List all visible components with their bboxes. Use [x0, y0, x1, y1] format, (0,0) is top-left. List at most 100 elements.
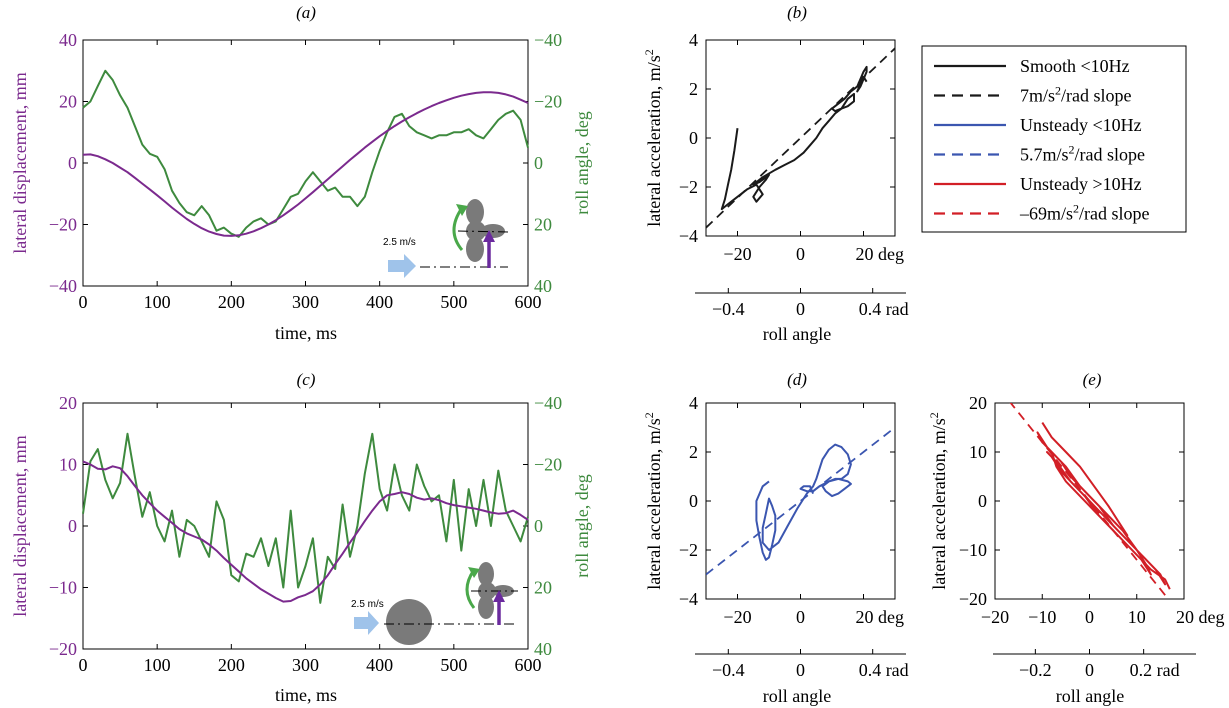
y-tick-label-right: −40: [534, 393, 562, 413]
x-tick-label: 0: [79, 655, 88, 675]
x-tick-label: 100: [144, 655, 171, 675]
panel-e: (e) −20 −10 0 10 20 deg −20 −10 0 10 20 −0.2 0 0.2 r…: [927, 370, 1225, 706]
x-tick-label: 100: [144, 292, 171, 312]
x-tick-label: −20: [981, 607, 1009, 627]
panel-d-lines: [706, 426, 895, 576]
x-tick-label: 200: [218, 655, 245, 675]
x-tick-label: 400: [366, 655, 393, 675]
legend-label: 7m/s2/rad slope: [1020, 84, 1132, 106]
lift-arrowhead-icon: [483, 230, 495, 242]
body-axis-line: [457, 230, 511, 233]
panel-a-xlabel: time, ms: [275, 323, 337, 343]
panel-e-xlabel: roll angle: [1056, 686, 1124, 706]
panel-e-ticks: −20 −10 0 10 20 deg −20 −10 0 10 20 −0.2 0 0.2 rad: [959, 393, 1225, 680]
x-tick-label: 600: [515, 655, 542, 675]
y-tick-label: −2: [679, 177, 698, 197]
flow-arrow-icon: [354, 611, 379, 635]
panel-a-ticks: 0 100 200 300 400 500 600 −40 −20 0 20 40 −40 −20 0 20 4…: [49, 30, 562, 312]
panel-a-ylabel-right: roll angle, deg: [572, 111, 592, 214]
y-tick-label-right: 40: [534, 639, 552, 659]
y-tick-label-left: −20: [49, 639, 77, 659]
panel-e-label: (e): [1083, 370, 1102, 389]
y-tick-label: −20: [959, 589, 987, 609]
roll-angle-series: [82, 69, 529, 238]
x-tick-label: 0: [1085, 607, 1094, 627]
panel-e-lines: [1009, 403, 1171, 599]
panel-c-ylabel-left: lateral displacement, mm: [10, 435, 30, 616]
panel-c-inset-speed: 2.5 m/s: [351, 599, 384, 610]
y-tick-label: 2: [689, 79, 698, 99]
plot-area: [706, 47, 895, 229]
y-tick-label-left: 20: [59, 393, 77, 413]
x-tick-label: 20 deg: [1176, 607, 1225, 627]
fit-line: [706, 426, 895, 576]
rad-tick-label: 0: [796, 299, 805, 319]
trajectory-series: [755, 443, 852, 561]
x-tick-label: 0: [796, 244, 805, 264]
y-tick-label-left: 0: [68, 516, 77, 536]
roll-arrowhead-icon: [468, 567, 480, 578]
panel-c-ylabel-right: roll angle, deg: [572, 474, 592, 577]
y-tick-label-right: −40: [534, 30, 562, 50]
roll-arrowhead-icon: [456, 204, 468, 216]
legend: Smooth <10Hz 7m/s2/rad slope Unsteady <10H…: [921, 45, 1187, 233]
y-tick-label: −10: [959, 540, 987, 560]
x-tick-label: 400: [366, 292, 393, 312]
panel-c-xlabel: time, ms: [275, 685, 337, 705]
y-tick-label-left: −40: [49, 276, 77, 296]
rad-tick-label: 0.4 rad: [859, 660, 909, 680]
panel-c-inset: 2.5 m/s: [351, 562, 518, 645]
y-tick-label: −4: [679, 226, 698, 246]
panel-a-lines: [82, 69, 529, 238]
y-tick-label-right: 40: [534, 276, 552, 296]
flow-arrow-icon: [388, 254, 416, 278]
legend-box: [921, 45, 1187, 233]
panel-b-lines: [706, 47, 895, 229]
x-tick-label: 200: [218, 292, 245, 312]
x-tick-label: 600: [515, 292, 542, 312]
y-tick-label-left: −20: [49, 215, 77, 235]
plot-area: [706, 426, 895, 576]
panel-e-ylabel: lateral acceleration, m/s2: [927, 412, 949, 589]
roll-arrow-icon: [452, 207, 464, 251]
panel-d-label: (d): [787, 370, 807, 389]
panel-c-label: (c): [297, 370, 316, 389]
y-tick-label: −4: [679, 589, 698, 609]
x-tick-label: 300: [292, 655, 319, 675]
rad-tick-label: 0.2 rad: [1130, 660, 1180, 680]
legend-label: Unsteady >10Hz: [1020, 174, 1142, 194]
y-tick-label-right: −20: [534, 455, 562, 475]
panel-c-lines: [82, 432, 529, 604]
legend-label: –69m/s2/rad slope: [1019, 202, 1150, 224]
panel-b-ylabel: lateral acceleration, m/s2: [642, 49, 664, 226]
y-tick-label-right: 20: [534, 578, 552, 598]
legend-label: 5.7m/s2/rad slope: [1020, 143, 1145, 165]
lift-arrowhead-icon: [493, 590, 505, 602]
x-tick-label: −10: [1028, 607, 1056, 627]
plot-area: [1009, 403, 1171, 599]
y-tick-label-right: 20: [534, 215, 552, 235]
panel-d-xlabel: roll angle: [763, 686, 831, 706]
panel-a-inset-speed: 2.5 m/s: [383, 237, 416, 248]
x-tick-label: −20: [723, 244, 751, 264]
y-tick-label: 2: [689, 442, 698, 462]
panel-b-label: (b): [787, 3, 807, 22]
y-tick-label: 0: [689, 491, 698, 511]
y-tick-label: 4: [689, 393, 698, 413]
y-tick-label: 0: [978, 491, 987, 511]
y-tick-label: 4: [689, 30, 698, 50]
y-tick-label-right: 0: [534, 516, 543, 536]
x-tick-label: 0: [796, 607, 805, 627]
panel-b-xlabel: roll angle: [763, 324, 831, 344]
displacement-series: [82, 460, 529, 603]
y-tick-label-right: −20: [534, 92, 562, 112]
panel-a-label: (a): [296, 3, 316, 22]
x-tick-label: 500: [440, 292, 467, 312]
panel-c-frame: [82, 402, 529, 650]
